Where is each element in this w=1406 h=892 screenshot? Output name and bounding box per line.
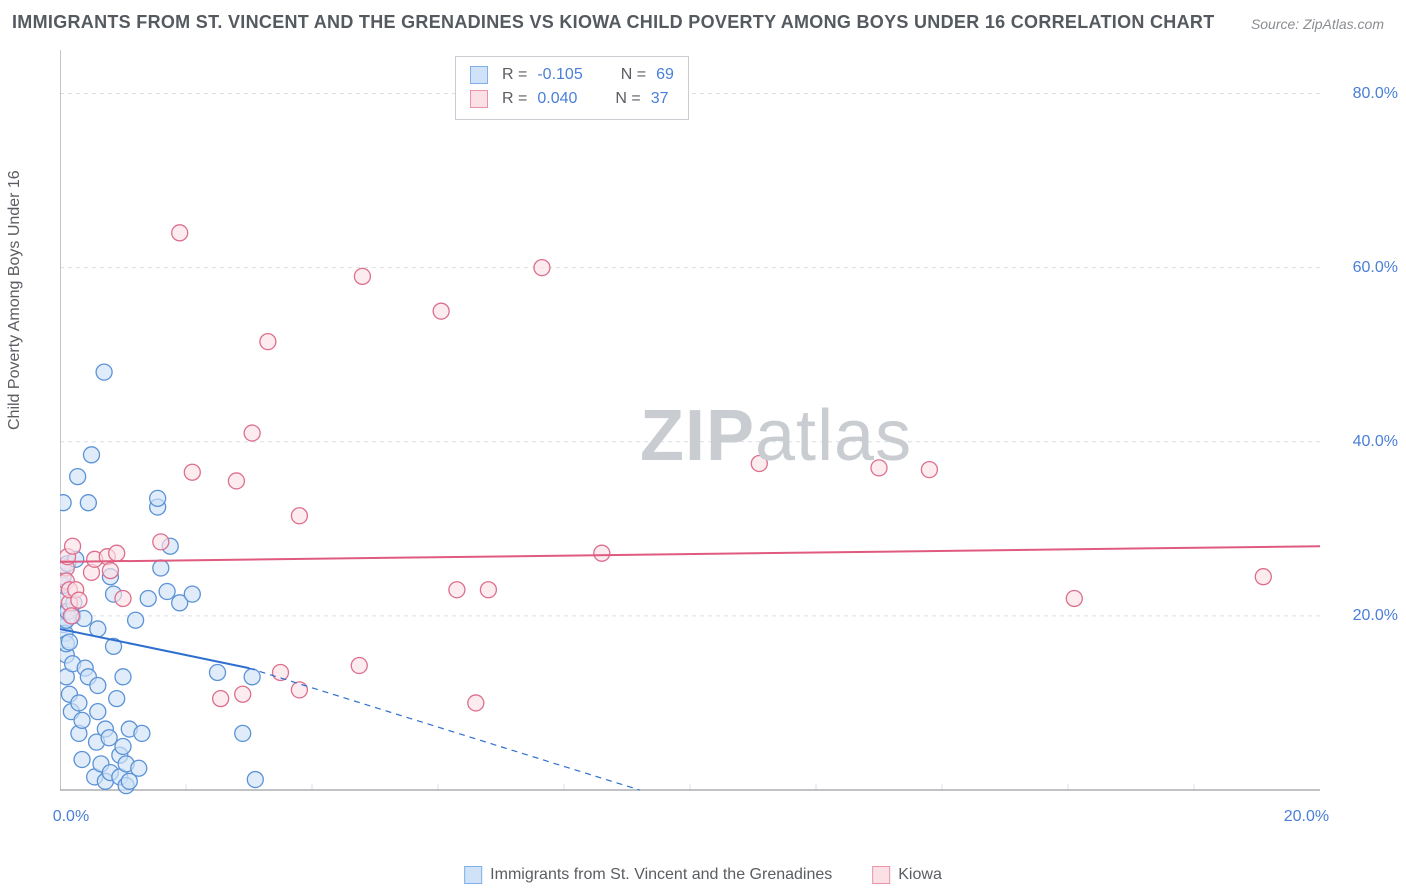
y-tick-label: 40.0% [1353, 433, 1398, 451]
legend-row: R = -0.105 N = 69 [470, 63, 674, 87]
series-legend-label: Kiowa [898, 866, 942, 884]
series-legend-item: Kiowa [872, 866, 942, 884]
legend-r-value: 0.040 [537, 87, 577, 111]
y-tick-label: 80.0% [1353, 85, 1398, 103]
legend-n-label: N = [621, 63, 646, 87]
y-tick-label: 60.0% [1353, 259, 1398, 277]
series-legend: Immigrants from St. Vincent and the Gren… [464, 866, 942, 884]
scatter-plot [60, 50, 1360, 830]
y-axis-label: Child Poverty Among Boys Under 16 [6, 170, 24, 430]
legend-n-value: 37 [651, 87, 669, 111]
correlation-legend: R =-0.105N =69R =0.040N =37 [455, 56, 689, 120]
legend-r-label: R = [502, 63, 527, 87]
legend-n-value: 69 [656, 63, 674, 87]
legend-n-label: N = [615, 87, 640, 111]
legend-r-label: R = [502, 87, 527, 111]
source-text: Source: ZipAtlas.com [1251, 16, 1384, 32]
legend-r-value: -0.105 [537, 63, 582, 87]
x-tick-label: 20.0% [1284, 808, 1329, 826]
chart-area: R =-0.105N =69R =0.040N =37 ZIPatlas [60, 50, 1360, 830]
legend-swatch [872, 866, 890, 884]
legend-swatch [464, 866, 482, 884]
legend-row: R = 0.040 N = 37 [470, 87, 674, 111]
series-legend-label: Immigrants from St. Vincent and the Gren… [490, 866, 832, 884]
chart-title: IMMIGRANTS FROM ST. VINCENT AND THE GREN… [12, 12, 1215, 33]
legend-swatch [470, 66, 488, 84]
series-legend-item: Immigrants from St. Vincent and the Gren… [464, 866, 832, 884]
y-tick-label: 20.0% [1353, 607, 1398, 625]
x-tick-label: 0.0% [53, 808, 89, 826]
legend-swatch [470, 90, 488, 108]
